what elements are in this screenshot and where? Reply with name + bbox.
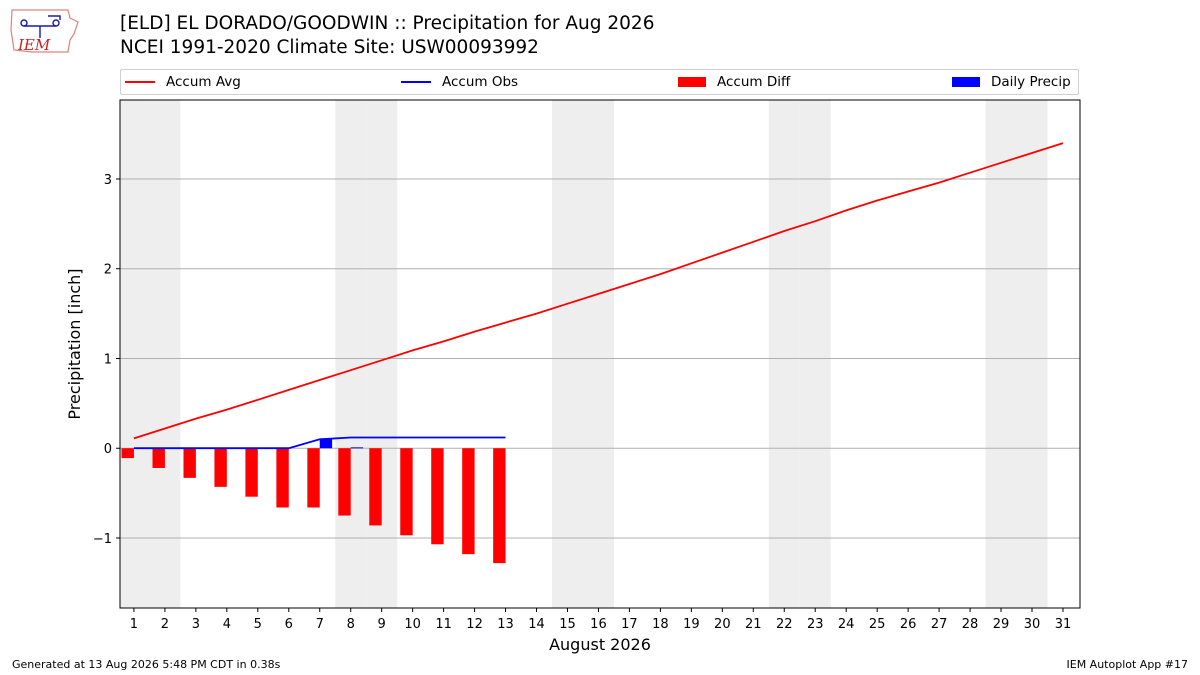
accum-diff-bar: [462, 448, 475, 555]
x-tick-label: 10: [404, 617, 421, 632]
weekend-shade: [985, 100, 1017, 608]
accum-diff-bar: [493, 448, 506, 564]
x-tick-label: 8: [347, 617, 355, 632]
x-tick-label: 25: [869, 617, 886, 632]
weather-station-icon: [20, 15, 61, 38]
y-tick-label: −1: [93, 532, 112, 547]
x-tick-label: 26: [900, 617, 917, 632]
x-tick-label: 29: [993, 617, 1010, 632]
legend-label-accum-obs: Accum Obs: [442, 74, 519, 90]
accum-diff-bar: [276, 448, 289, 508]
y-tick-label: 2: [104, 263, 112, 278]
x-tick-label: 5: [254, 617, 262, 632]
chart-title: [ELD] EL DORADO/GOODWIN :: Precipitation…: [120, 12, 654, 60]
x-tick-label: 6: [285, 617, 293, 632]
daily-precip-bar: [350, 447, 364, 449]
legend-item-accum-diff: Accum Diff: [678, 70, 790, 94]
weekend-shade: [149, 100, 181, 608]
accum-diff-bar: [400, 448, 413, 536]
y-tick-label: 3: [104, 173, 112, 188]
accum-diff-bar: [121, 448, 134, 459]
weekend-shade: [1016, 100, 1048, 608]
weekend-shade: [768, 100, 800, 608]
x-tick-label: 22: [776, 617, 793, 632]
accum-diff-bar: [214, 448, 227, 487]
legend-swatch-daily-precip: [952, 77, 980, 87]
x-tick-label: 17: [621, 617, 638, 632]
legend-label-accum-avg: Accum Avg: [166, 74, 241, 90]
y-axis-label: Precipitation [inch]: [65, 268, 84, 419]
accum-diff-bar: [245, 448, 258, 497]
accum-diff-bar: [369, 448, 382, 526]
x-tick-label: 15: [559, 617, 576, 632]
iowa-outline-icon: [10, 9, 79, 53]
y-tick-label: 0: [104, 442, 112, 457]
x-tick-label: 12: [466, 617, 483, 632]
weekend-shade: [799, 100, 831, 608]
x-tick-label: 21: [745, 617, 762, 632]
accum-diff-bar: [338, 448, 351, 516]
x-tick-label: 27: [931, 617, 948, 632]
legend-item-accum-avg: Accum Avg: [125, 70, 241, 94]
x-tick-label: 3: [192, 617, 200, 632]
legend-swatch-accum-avg: [125, 81, 155, 83]
x-tick-label: 13: [497, 617, 514, 632]
weekend-shade: [335, 100, 367, 608]
x-tick-label: 23: [807, 617, 824, 632]
app-credit: IEM Autoplot App #17: [1066, 658, 1189, 671]
accum-obs-line: [133, 436, 506, 450]
accum-diff-bar: [307, 448, 320, 508]
x-tick-label: 30: [1024, 617, 1041, 632]
x-tick-label: 20: [714, 617, 731, 632]
chart-legend: Accum Avg Accum Obs Accum Diff Daily Pre…: [120, 69, 1079, 95]
x-tick-label: 9: [378, 617, 386, 632]
accum-diff-bar: [183, 448, 196, 478]
legend-label-daily-precip: Daily Precip: [991, 74, 1071, 90]
weekend-shade: [552, 100, 583, 608]
weekend-shade: [582, 100, 614, 608]
x-axis-label: August 2026: [549, 635, 651, 654]
y-tick-label: 1: [104, 352, 112, 367]
daily-precip-bar: [319, 439, 333, 449]
x-tick-label: 1: [130, 617, 138, 632]
x-tick-label: 18: [652, 617, 669, 632]
weekend-shade: [120, 100, 150, 608]
x-tick-label: 2: [161, 617, 169, 632]
x-tick-label: 24: [838, 617, 855, 632]
x-tick-label: 14: [528, 617, 545, 632]
weekend-shade: [366, 100, 398, 608]
generated-note: Generated at 13 Aug 2026 5:48 PM CDT in …: [12, 658, 281, 671]
accum-avg-line: [133, 142, 1064, 440]
x-tick-label: 16: [590, 617, 607, 632]
legend-item-accum-obs: Accum Obs: [401, 70, 518, 94]
x-tick-label: 31: [1055, 617, 1072, 632]
x-tick-label: 28: [962, 617, 979, 632]
x-tick-label: 7: [316, 617, 324, 632]
title-line-2: NCEI 1991-2020 Climate Site: USW00093992: [120, 37, 539, 58]
x-tick-label: 11: [435, 617, 452, 632]
x-tick-label: 4: [223, 617, 231, 632]
iem-logo: IEM: [10, 9, 79, 54]
legend-swatch-accum-obs: [401, 81, 431, 83]
accum-diff-bar: [152, 448, 165, 468]
x-tick-label: 19: [683, 617, 700, 632]
title-line-1: [ELD] EL DORADO/GOODWIN :: Precipitation…: [120, 13, 655, 34]
accum-diff-bar: [431, 448, 444, 545]
legend-item-daily-precip: Daily Precip: [952, 70, 1071, 94]
legend-swatch-accum-diff: [678, 77, 706, 87]
logo-text: IEM: [17, 36, 51, 54]
plot-frame: [119, 99, 1081, 609]
legend-label-accum-diff: Accum Diff: [717, 74, 791, 90]
